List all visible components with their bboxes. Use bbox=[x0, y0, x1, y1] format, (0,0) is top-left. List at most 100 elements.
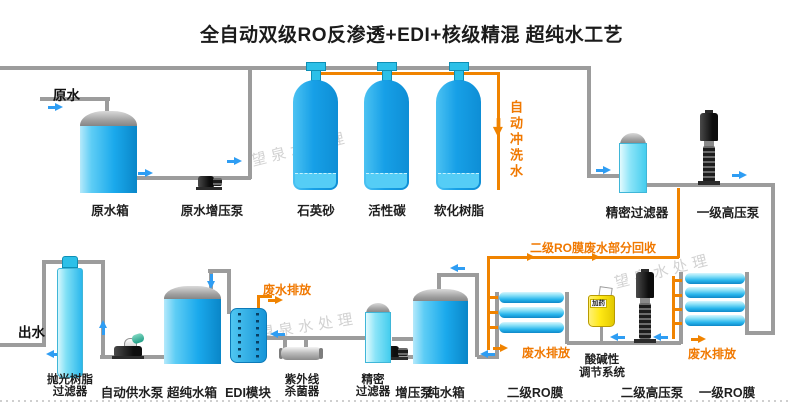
ro2-waste-line bbox=[487, 311, 498, 314]
auto-supply-pump-motor bbox=[130, 332, 146, 345]
flow-arrow-icon bbox=[99, 320, 108, 335]
pipe-segment bbox=[267, 336, 365, 340]
stage1-hp-pump bbox=[703, 146, 715, 182]
recovery-arrow-icon bbox=[585, 253, 600, 262]
waste-discharge-label: 废水排放 bbox=[263, 283, 312, 297]
edi-waste-line bbox=[257, 295, 260, 310]
pipe-segment bbox=[771, 183, 775, 334]
softening-resin-label: 软化树脂 bbox=[433, 204, 485, 218]
pipe-segment bbox=[42, 260, 46, 346]
ro2-left-manifold bbox=[495, 292, 499, 358]
flush-line bbox=[318, 72, 500, 75]
pipe-segment bbox=[567, 341, 681, 345]
pipe-segment bbox=[645, 183, 775, 187]
pipe-segment bbox=[0, 66, 590, 70]
stage1-ro-tube bbox=[685, 301, 745, 312]
pure-water-tank bbox=[413, 289, 468, 303]
raw-water-booster-pump bbox=[198, 176, 214, 187]
waste-arrow-icon bbox=[691, 335, 706, 344]
ultrapure-water-tank bbox=[164, 286, 221, 301]
filter-media-band bbox=[366, 173, 407, 188]
ro1-waste-line bbox=[672, 294, 682, 297]
flow-arrow-icon bbox=[207, 274, 216, 289]
ro1-waste-line bbox=[672, 308, 682, 311]
auto-supply-pump bbox=[112, 356, 144, 359]
stage1-hp-pump-label: 一级高压泵 bbox=[696, 206, 760, 220]
stage1-hp-pump bbox=[700, 113, 718, 141]
stage2-ro-tube bbox=[499, 307, 564, 318]
ultrapure-water-tank-label: 超纯水箱 bbox=[166, 386, 218, 400]
edi-module-cells bbox=[256, 313, 259, 358]
stage1-ro-tube bbox=[685, 315, 745, 326]
polishing-filter-label: 抛光树脂 bbox=[47, 374, 93, 386]
precision-filter-bottom bbox=[365, 312, 391, 363]
raw-water-booster-pump bbox=[196, 187, 222, 190]
edi-module-cells bbox=[238, 313, 241, 358]
ro1-waste-line bbox=[672, 279, 682, 282]
pure-water-tank-label: 纯水箱 bbox=[427, 386, 465, 400]
filter-media-band bbox=[438, 173, 479, 188]
uv-sterilizer bbox=[281, 347, 322, 360]
ph-adjust-label: 酸碱性 bbox=[584, 354, 620, 366]
flow-arrow-icon bbox=[596, 166, 611, 175]
ro2-right-manifold bbox=[565, 292, 569, 344]
flow-arrow-icon bbox=[450, 264, 465, 273]
activated-carbon-label: 活性碳 bbox=[368, 204, 406, 218]
softening-resin-filter bbox=[436, 80, 481, 190]
pipe-segment bbox=[227, 269, 231, 314]
booster-pump-label: 增压泵 bbox=[395, 386, 433, 400]
booster-pump bbox=[398, 348, 408, 356]
ro2-waste-line bbox=[487, 256, 490, 350]
flow-arrow-icon bbox=[138, 169, 153, 178]
quartz-sand-filter bbox=[293, 80, 338, 190]
inlet-label: 原水 bbox=[53, 88, 80, 103]
uv-sterilizer-label: 紫外线 bbox=[284, 374, 320, 386]
pipe-segment bbox=[0, 343, 46, 347]
stage2-ro-tube bbox=[499, 322, 564, 333]
polishing-filter bbox=[57, 268, 83, 378]
ultrapure-water-tank bbox=[164, 299, 221, 364]
flow-arrow-icon bbox=[610, 333, 625, 342]
stage2-hp-pump bbox=[640, 298, 650, 303]
pipe-segment bbox=[304, 340, 308, 349]
stage1-ro-label: 一级RO膜 bbox=[698, 386, 756, 400]
ro2-waste-line bbox=[487, 296, 498, 299]
flush-arrow-icon bbox=[492, 118, 504, 137]
waste-arrow-icon bbox=[268, 296, 283, 305]
filter-media-band bbox=[295, 173, 336, 188]
precision-filter-bottom bbox=[366, 303, 390, 314]
uv-sterilizer-endcap bbox=[319, 348, 323, 359]
raw-water-tank bbox=[80, 111, 137, 128]
booster-pump bbox=[380, 357, 408, 360]
precision-filter-bottom-label: 过滤器 bbox=[355, 386, 391, 398]
edi-module bbox=[230, 308, 267, 363]
raw-water-tank bbox=[80, 126, 137, 193]
outlet-label: 出水 bbox=[18, 325, 45, 340]
stage2-hp-pump bbox=[639, 303, 651, 339]
stage2-ro-label: 二级RO膜 bbox=[506, 386, 564, 400]
precision-filter-bottom-label: 精密 bbox=[361, 374, 385, 386]
pipe-segment bbox=[477, 355, 499, 359]
pipe-segment bbox=[208, 269, 231, 273]
flow-arrow-icon bbox=[480, 350, 495, 359]
pipe-segment bbox=[587, 66, 591, 178]
pipe-segment bbox=[248, 66, 252, 179]
stage2-hp-pump bbox=[634, 339, 656, 343]
recovery-label: 二级RO膜废水部分回收 bbox=[530, 241, 657, 255]
raw-water-booster-pump bbox=[213, 178, 222, 186]
auto-flush-label: 自动冲洗水 bbox=[508, 100, 523, 180]
stage2-hp-pump bbox=[641, 269, 649, 273]
raw-water-booster-pump-label: 原水增压泵 bbox=[180, 204, 244, 218]
pipe-segment bbox=[437, 273, 477, 277]
pipe-segment bbox=[587, 174, 623, 178]
ro2-waste-line bbox=[487, 326, 498, 329]
raw-water-tank-label: 原水箱 bbox=[91, 204, 129, 218]
polishing-filter-cap bbox=[62, 256, 78, 268]
recovery-line bbox=[677, 188, 680, 258]
waste-discharge-label: 废水排放 bbox=[688, 347, 737, 361]
activated-carbon-filter bbox=[364, 80, 409, 190]
ro1-waste-line bbox=[672, 276, 675, 339]
quartz-sand-label: 石英砂 bbox=[297, 204, 335, 218]
stage1-hp-pump bbox=[698, 181, 720, 185]
